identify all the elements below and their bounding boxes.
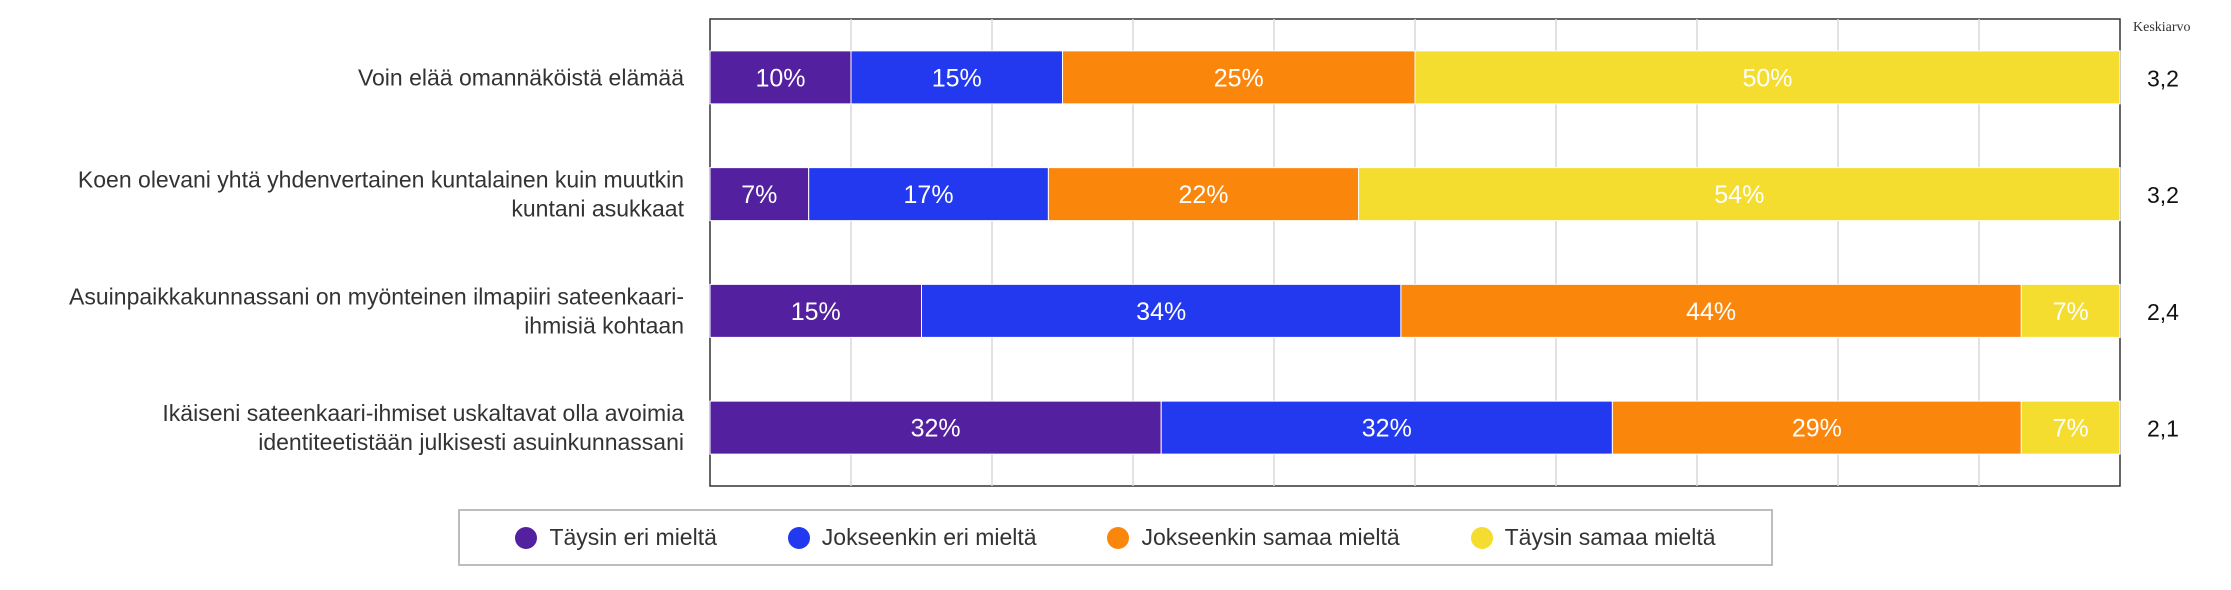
bar-segment <box>1062 50 1416 105</box>
bar-segment <box>709 283 922 338</box>
average-header: Keskiarvo <box>2133 20 2191 35</box>
bar-data-label: 7% <box>741 181 777 209</box>
category-label: identiteetistään julkisesti asuinkunnass… <box>258 429 684 455</box>
average-value: 2,4 <box>2147 299 2179 325</box>
bar-segment <box>709 400 1162 455</box>
legend-label: Jokseenkin samaa mieltä <box>1141 524 1400 550</box>
bar-data-label: 7% <box>2053 415 2089 443</box>
legend-item: Jokseenkin eri mieltä <box>787 524 1037 551</box>
bar-data-label: 15% <box>791 298 841 326</box>
legend-label: Jokseenkin eri mieltä <box>821 524 1037 550</box>
legend-item: Jokseenkin samaa mieltä <box>1107 524 1400 551</box>
bar-segment <box>808 167 1049 222</box>
legend-label: Täysin eri mieltä <box>549 524 717 550</box>
category-label: Ikäiseni sateenkaari-ihmiset uskaltavat … <box>162 400 684 426</box>
legend-item: Täysin eri mieltä <box>515 524 717 551</box>
bar-data-label: 50% <box>1742 64 1792 92</box>
bar-data-label: 17% <box>904 181 954 209</box>
legend-marker <box>787 526 810 549</box>
legend: Täysin eri mieltä Jokseenkin eri mieltä Jo… <box>458 509 1773 566</box>
average-value: 2,1 <box>2147 416 2179 442</box>
bar-data-label: 10% <box>755 64 805 92</box>
legend-item: Täysin samaa mieltä <box>1470 524 1716 551</box>
category-label: Voin elää omannäköistä elämää <box>358 64 684 90</box>
legend-marker <box>1107 526 1130 549</box>
bar-data-label: 22% <box>1178 181 1228 209</box>
bar-data-label: 34% <box>1136 298 1186 326</box>
bar-segment <box>2020 283 2121 338</box>
average-value: 3,2 <box>2147 182 2179 208</box>
bar-data-label: 25% <box>1214 64 1264 92</box>
bar-data-label: 54% <box>1714 181 1764 209</box>
bar-data-label: 32% <box>911 415 961 443</box>
bar-segment <box>1611 400 2022 455</box>
bar-segment <box>1160 400 1613 455</box>
bar-segment <box>921 283 1402 338</box>
category-label: Koen olevani yhtä yhdenvertainen kuntala… <box>78 167 684 193</box>
bar-segment <box>709 167 810 222</box>
bar-segment <box>850 50 1063 105</box>
bar-data-label: 29% <box>1792 415 1842 443</box>
bar-data-label: 32% <box>1362 415 1412 443</box>
bar-segment <box>1414 50 2121 105</box>
average-value: 3,2 <box>2147 65 2179 91</box>
bar-segment <box>2020 400 2121 455</box>
bar-segment <box>709 50 852 105</box>
bar-data-label: 7% <box>2053 298 2089 326</box>
legend-label: Täysin samaa mieltä <box>1504 524 1716 550</box>
legend-marker <box>1470 526 1493 549</box>
bar-segment <box>1400 283 2022 338</box>
category-label: kuntani asukkaat <box>511 196 684 222</box>
bar-data-label: 44% <box>1686 298 1736 326</box>
category-label: ihmisiä kohtaan <box>524 312 684 338</box>
legend-marker <box>515 526 538 549</box>
bar-data-label: 15% <box>932 64 982 92</box>
category-label: Asuinpaikkakunnassani on myönteinen ilma… <box>69 283 684 309</box>
bar-segment <box>1358 167 2121 222</box>
plot-area: 10% 15% 25% 50% Voin elää omannäköistä elämä… <box>69 18 2179 487</box>
